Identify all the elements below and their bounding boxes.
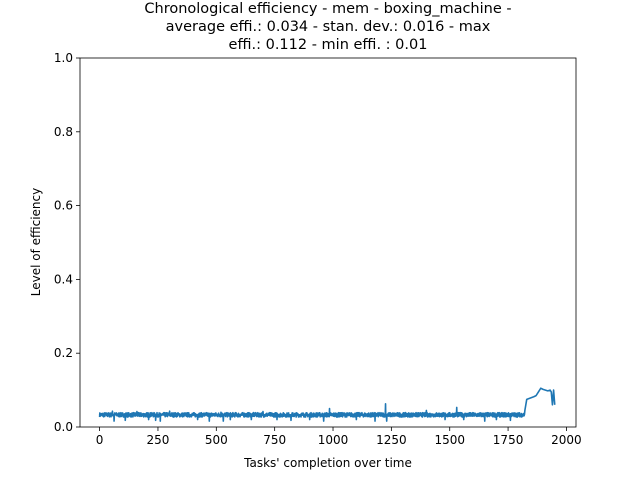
- x-tick-label: 1000: [318, 433, 349, 447]
- y-axis-label: Level of efficiency: [29, 188, 43, 296]
- y-tick-label: 1.0: [54, 51, 73, 65]
- title-line-2: average effi.: 0.034 - stan. dev.: 0.016…: [166, 19, 491, 35]
- y-tick-label: 0.6: [54, 199, 73, 213]
- plot-area: [98, 387, 556, 422]
- x-tick-label: 750: [263, 433, 286, 447]
- x-tick-label: 1500: [434, 433, 465, 447]
- y-tick-label: 0.8: [54, 125, 73, 139]
- efficiency-series-line: [98, 387, 556, 422]
- x-tick-label: 1750: [493, 433, 524, 447]
- x-tick-label: 500: [205, 433, 228, 447]
- title-line-3: effi.: 0.112 - min effi. : 0.01: [229, 37, 428, 53]
- chart-title: Chronological efficiency - mem - boxing_…: [144, 1, 511, 53]
- title-line-1: Chronological efficiency - mem - boxing_…: [144, 1, 511, 17]
- x-axis-label: Tasks' completion over time: [243, 456, 412, 470]
- y-axis-ticks: 0.0 0.2 0.4 0.6 0.8 1.0: [54, 51, 80, 434]
- x-axis-ticks: 0 250 500 750 1000 1250 1500 1750 2000: [96, 427, 582, 447]
- x-tick-label: 250: [147, 433, 170, 447]
- plot-frame: [79, 57, 577, 428]
- x-tick-label: 1250: [376, 433, 407, 447]
- y-tick-label: 0.4: [54, 272, 73, 286]
- x-tick-label: 2000: [551, 433, 582, 447]
- x-tick-label: 0: [96, 433, 104, 447]
- y-tick-label: 0.2: [54, 346, 73, 360]
- y-tick-label: 0.0: [54, 420, 73, 434]
